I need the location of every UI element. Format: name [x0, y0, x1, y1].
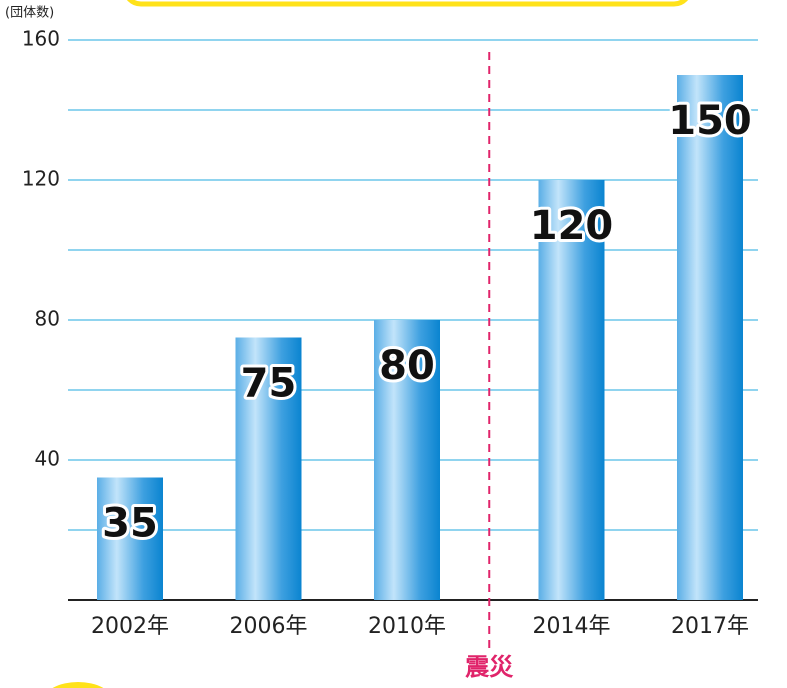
data-label: 35 [102, 501, 158, 547]
x-tick-label: 2017年 [671, 614, 749, 639]
y-tick-label: 40 [35, 447, 60, 471]
bar [677, 75, 743, 600]
y-tick-label: 160 [22, 27, 60, 51]
data-label: 75 [241, 361, 297, 407]
x-tick-label: 2014年 [533, 614, 611, 639]
decor-blob [52, 682, 104, 688]
y-tick-label: 120 [22, 167, 60, 191]
annotation: 震災 [465, 653, 514, 681]
data-label: 120 [530, 203, 614, 249]
data-label: 150 [668, 98, 752, 144]
bar [97, 477, 163, 600]
data-label: 80 [379, 343, 435, 389]
bar [374, 320, 440, 600]
x-tick-label: 2010年 [368, 614, 446, 639]
bar [235, 337, 302, 600]
x-tick-label: 2002年 [91, 614, 169, 639]
decor-box [126, 0, 689, 7]
x-tick-label: 2006年 [230, 614, 308, 639]
bar [538, 180, 605, 600]
unit-label: (団体数) [5, 6, 54, 21]
y-tick-label: 80 [35, 307, 60, 331]
